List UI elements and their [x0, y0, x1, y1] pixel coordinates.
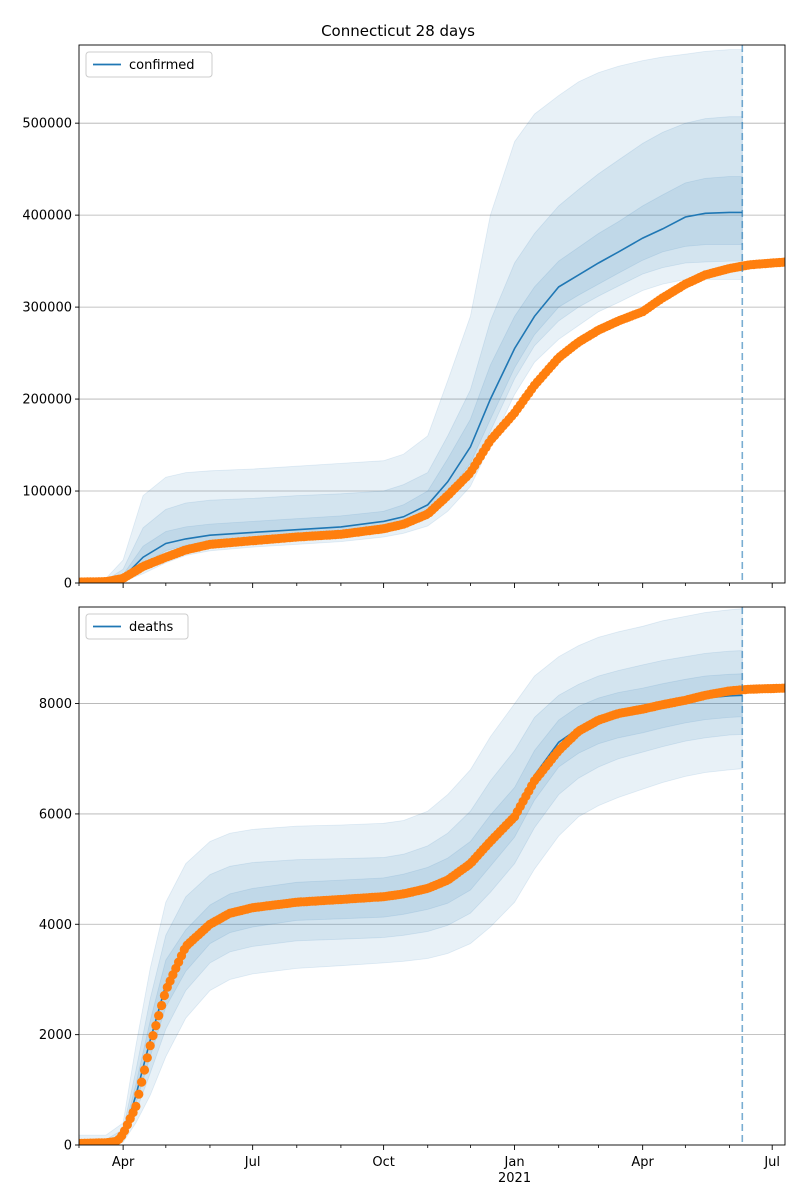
observed-point [154, 1011, 164, 1021]
y-tick-label: 200000 [22, 393, 72, 408]
x-tick-label: Oct [372, 1155, 394, 1170]
legend-label: confirmed [129, 58, 195, 73]
y-tick-label: 400000 [22, 209, 72, 224]
y-tick-label: 300000 [22, 301, 72, 316]
y-tick-label: 500000 [22, 117, 72, 132]
observed-point [137, 1077, 147, 1087]
axes-frame [78, 44, 786, 584]
observed-point [780, 683, 785, 693]
y-tick-label: 0 [64, 577, 72, 592]
legend: deaths [85, 613, 189, 640]
x-tick-label: Jan [504, 1155, 525, 1170]
legend-box [85, 613, 189, 640]
plot-area [79, 49, 785, 583]
observed-point [780, 257, 785, 267]
observed-point [159, 990, 169, 1001]
y-tick-label: 4000 [39, 918, 72, 933]
figure-title: Connecticut 28 days [321, 22, 475, 40]
y-tick-label: 0 [64, 1139, 72, 1154]
observed-point [131, 1101, 141, 1111]
x-tick-label: Jul [763, 1155, 780, 1170]
y-tick-label: 8000 [39, 697, 72, 712]
y-tick-label: 6000 [39, 807, 72, 822]
confirmed-panel: 0 100000 200000 300000 400000 500000 confirmed [22, 44, 786, 592]
axes-frame [78, 606, 786, 1146]
legend: confirmed [85, 51, 213, 78]
x-year-label: 2021 [498, 1171, 531, 1186]
observed-point [142, 1053, 152, 1063]
y-tick-label: 100000 [22, 485, 72, 500]
legend-label: deaths [129, 620, 174, 635]
uncertainty-band-inner [79, 673, 743, 1145]
observed-point [134, 1089, 144, 1099]
x-tick-label: Apr [112, 1155, 135, 1170]
observed-point [148, 1031, 158, 1041]
observed-point [151, 1021, 161, 1031]
x-tick-label: Jul [244, 1155, 261, 1170]
observed-point [145, 1041, 155, 1051]
observed-point [157, 1000, 167, 1011]
y-tick-label: 2000 [39, 1028, 72, 1043]
x-tick-label: Apr [631, 1155, 654, 1170]
deaths-panel: 0 2000 4000 6000 8000 Apr Jul Oct Jan Apr Jul 2021 d… [39, 606, 786, 1186]
legend-box [85, 51, 213, 78]
uncertainty-band-outer [79, 608, 743, 1145]
model-line-confirmed [79, 211, 743, 582]
observed-point [139, 1065, 150, 1075]
